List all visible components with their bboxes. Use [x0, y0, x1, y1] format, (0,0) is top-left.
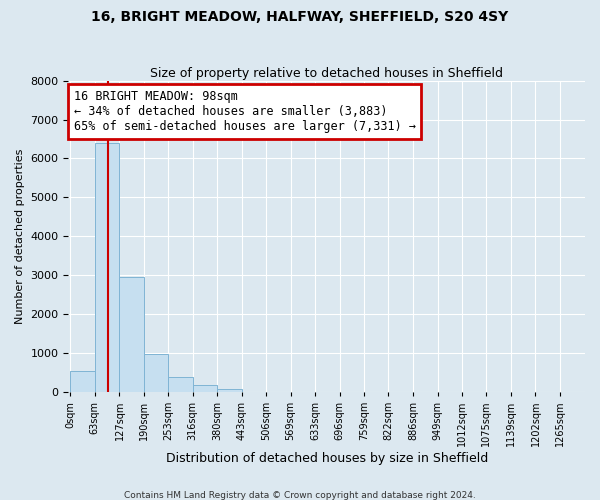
Text: 16, BRIGHT MEADOW, HALFWAY, SHEFFIELD, S20 4SY: 16, BRIGHT MEADOW, HALFWAY, SHEFFIELD, S…: [91, 10, 509, 24]
Bar: [119, 277, 144, 392]
Text: 16 BRIGHT MEADOW: 98sqm
← 34% of detached houses are smaller (3,883)
65% of semi: 16 BRIGHT MEADOW: 98sqm ← 34% of detache…: [74, 90, 416, 133]
Text: Contains HM Land Registry data © Crown copyright and database right 2024.: Contains HM Land Registry data © Crown c…: [124, 490, 476, 500]
Title: Size of property relative to detached houses in Sheffield: Size of property relative to detached ho…: [150, 66, 503, 80]
Bar: [193, 385, 217, 392]
Bar: [168, 378, 193, 392]
Y-axis label: Number of detached properties: Number of detached properties: [15, 148, 25, 324]
X-axis label: Distribution of detached houses by size in Sheffield: Distribution of detached houses by size …: [166, 452, 488, 465]
Bar: [217, 389, 242, 392]
Bar: [70, 370, 95, 392]
Bar: [144, 354, 168, 392]
Bar: [95, 143, 119, 392]
